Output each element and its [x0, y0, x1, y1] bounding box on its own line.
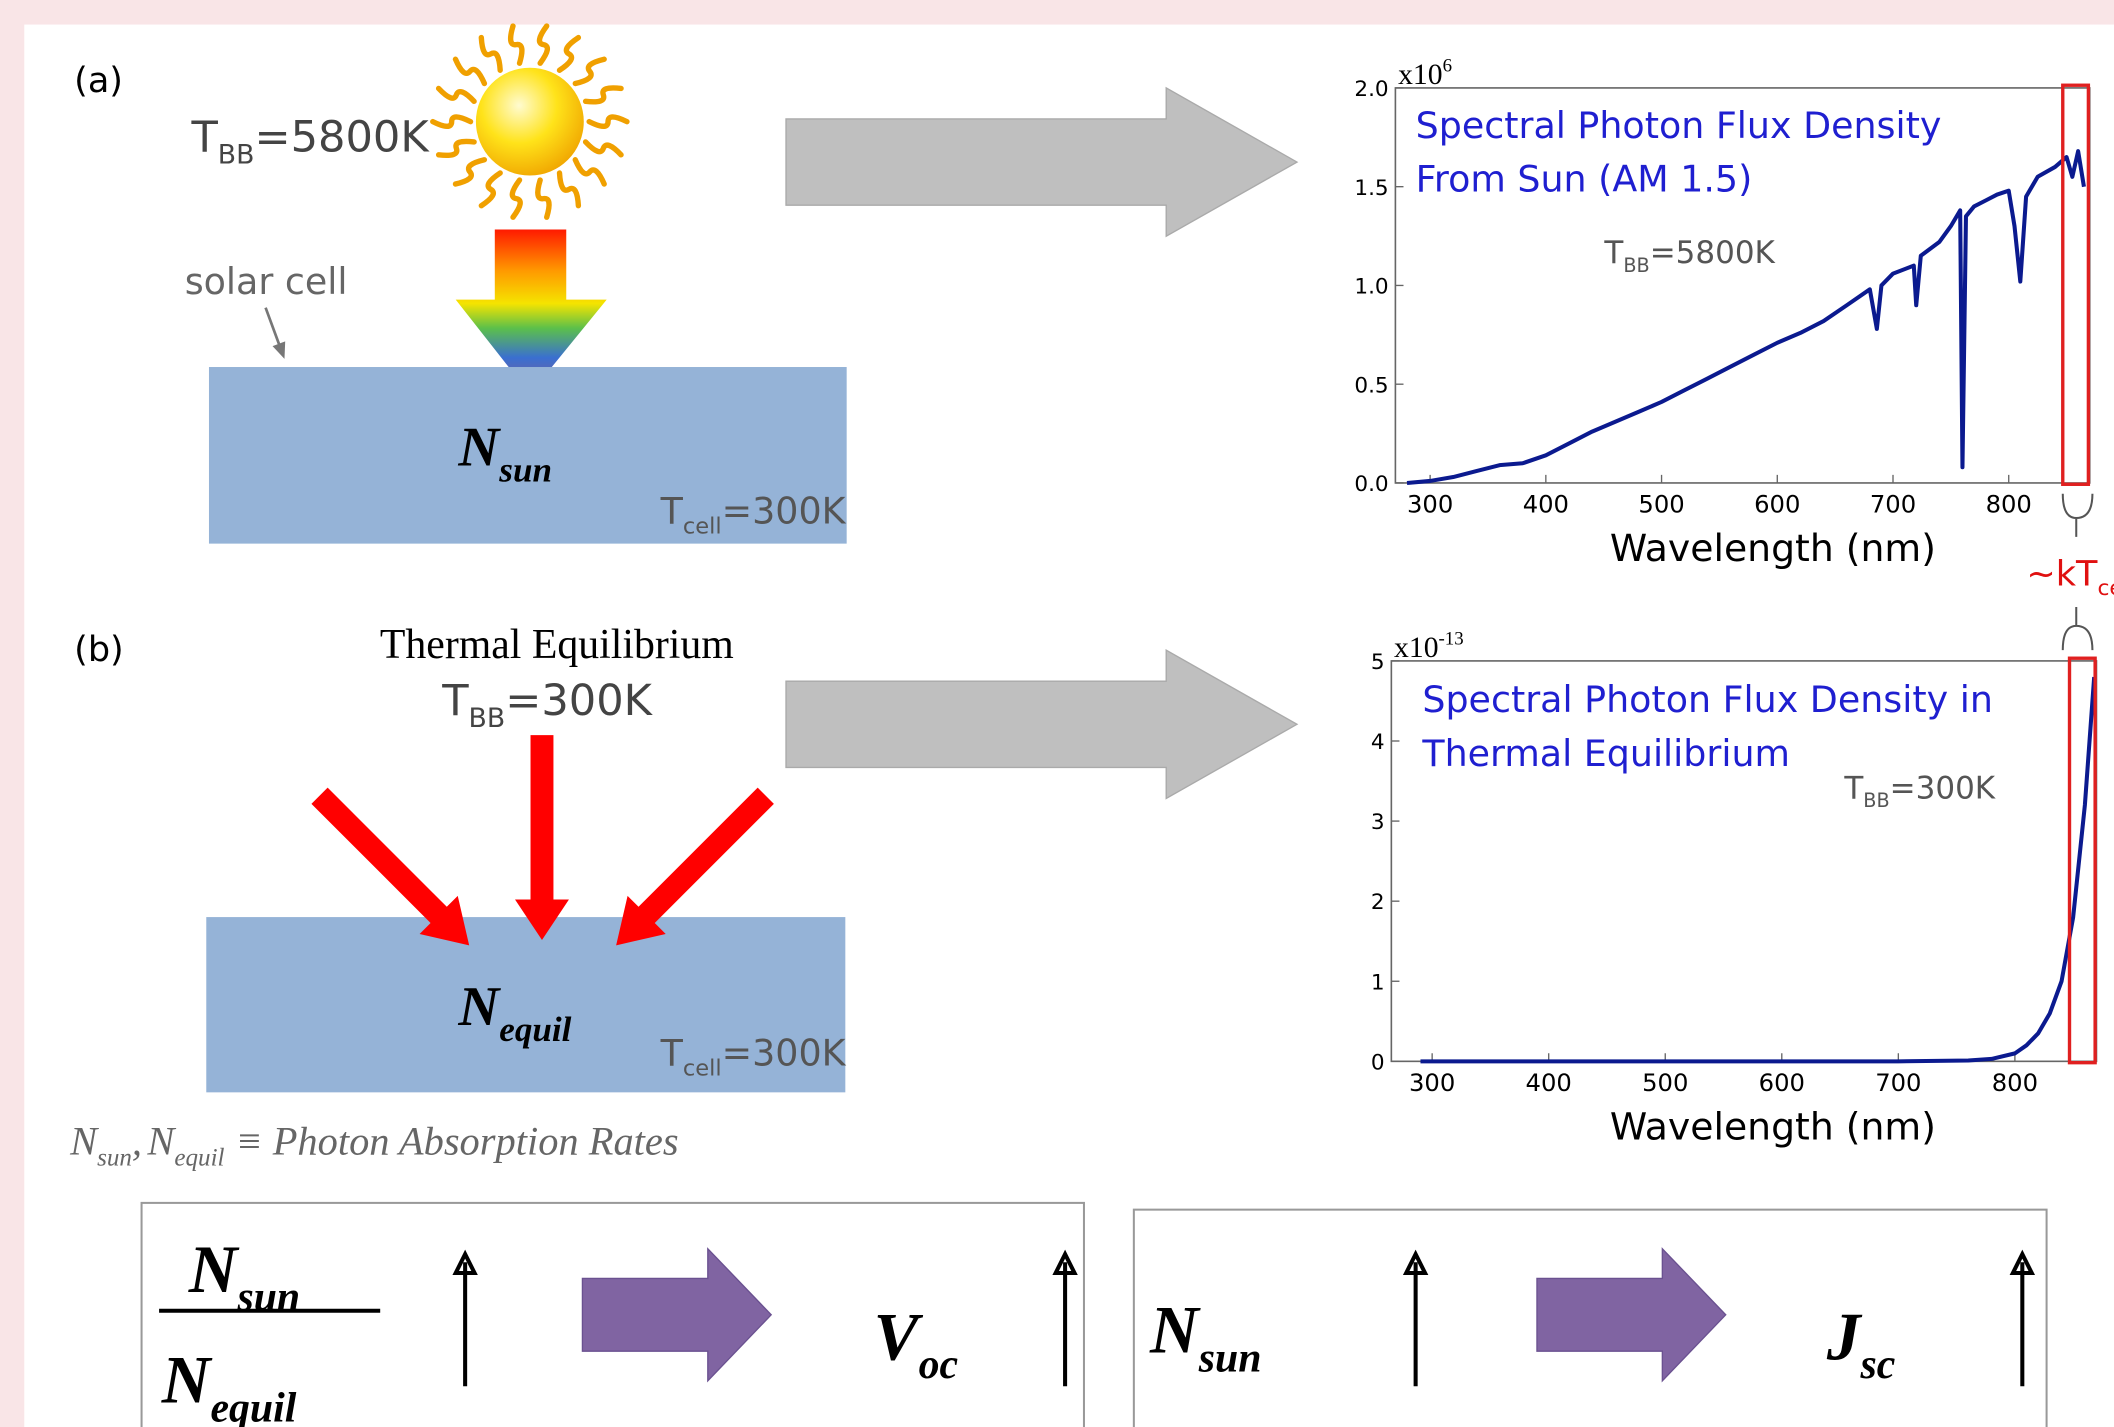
y-tick-label: 0.0 [1354, 472, 1388, 497]
subscript: equil [174, 1145, 224, 1172]
y-tick-label: 2.0 [1354, 77, 1388, 102]
space: N [146, 1118, 176, 1163]
y-tick-label: 1 [1371, 970, 1385, 995]
panel-label: (b) [74, 629, 124, 670]
x-tick-label: 400 [1523, 490, 1569, 519]
symbol: T [441, 676, 469, 726]
subscript: cell [683, 1056, 722, 1082]
x-tick-label: 300 [1409, 1068, 1455, 1097]
x-tick-label: 400 [1526, 1068, 1572, 1097]
subscript: equil [499, 1010, 571, 1049]
subscript: sc [1860, 1342, 1896, 1388]
value-text: =5800K [254, 112, 430, 162]
chart-title: From Sun (AM 1.5) [1416, 158, 1753, 201]
panel-label: (a) [74, 60, 123, 101]
symbol: N [188, 1232, 240, 1307]
chart-title: Spectral Photon Flux Density in [1422, 678, 1993, 721]
separator: , [132, 1118, 142, 1163]
value-text: =300K [722, 1031, 847, 1074]
y-scale-base: x10 [1394, 632, 1438, 664]
subscript: BB [1863, 789, 1889, 812]
y-scale-exponent: 6 [1443, 56, 1452, 77]
y-scale-base: x10 [1398, 59, 1442, 91]
sun [476, 68, 584, 176]
symbol: J [1826, 1299, 1863, 1374]
symbol: T [1843, 770, 1864, 806]
relation: ≡ Photon Absorption Rates [235, 1118, 678, 1163]
subscript: equil [210, 1385, 296, 1427]
value-text: =300K [722, 489, 847, 532]
y-tick-label: 3 [1371, 810, 1385, 835]
x-tick-label: 700 [1875, 1068, 1921, 1097]
y-tick-label: 4 [1371, 730, 1385, 755]
y-tick-label: 1.5 [1354, 176, 1388, 201]
symbol: T [190, 112, 218, 162]
x-axis-label: Wavelength (nm) [1610, 526, 1936, 570]
subscript: sun [498, 450, 552, 489]
y-tick-label: 1.0 [1354, 275, 1388, 300]
y-tick-label: 0 [1371, 1050, 1385, 1075]
page: { "panel_a": {"label": "(a)", "source_te… [0, 0, 2114, 1427]
x-tick-label: 600 [1759, 1068, 1805, 1097]
subscript: sun [1198, 1335, 1262, 1381]
cell-label: solar cell [185, 260, 348, 303]
symbol: N [457, 976, 501, 1038]
symbol: N [69, 1118, 99, 1163]
subscript: cell [683, 514, 722, 540]
chart-title: Spectral Photon Flux Density [1416, 104, 1942, 147]
subscript: BB [1623, 254, 1649, 277]
x-tick-label: 600 [1754, 490, 1800, 519]
x-tick-label: 800 [1986, 490, 2032, 519]
subscript: sun [236, 1275, 300, 1321]
subscript: BB [218, 139, 255, 170]
y-tick-label: 5 [1371, 650, 1385, 675]
symbol: N [457, 416, 501, 478]
x-tick-label: 300 [1407, 490, 1453, 519]
x-tick-label: 700 [1870, 490, 1916, 519]
plot-frame [1395, 88, 2089, 483]
x-tick-label: 800 [1992, 1068, 2038, 1097]
y-tick-label: 0.5 [1354, 373, 1388, 398]
symbol: T [660, 489, 684, 532]
subscript: BB [469, 703, 506, 734]
symbol: N [1149, 1293, 1201, 1368]
symbol: ~kT [2026, 553, 2098, 594]
subscript: oc [919, 1342, 958, 1388]
symbol: T [1603, 235, 1624, 271]
value-text: =5800K [1650, 235, 1776, 271]
value-text: =300K [505, 676, 653, 726]
symbol: N [161, 1342, 213, 1417]
subscript: cell [2097, 576, 2114, 601]
y-scale-exponent: -13 [1439, 629, 1464, 650]
y-tick-label: 2 [1371, 890, 1385, 915]
x-tick-label: 500 [1642, 1068, 1688, 1097]
heading: Thermal Equilibrium [380, 622, 734, 668]
body: (a)TBB=5800Ksolar cellNsunTcell=300K(b)T… [0, 0, 2114, 1427]
figure: (a)TBB=5800Ksolar cellNsunTcell=300K(b)T… [0, 0, 2114, 1427]
chart-title: Thermal Equilibrium [1421, 732, 1790, 775]
subscript: sun [97, 1145, 132, 1172]
symbol: V [874, 1299, 924, 1374]
x-tick-label: 500 [1638, 490, 1684, 519]
symbol: T [660, 1031, 684, 1074]
value-text: =300K [1890, 770, 1996, 806]
x-axis-label: Wavelength (nm) [1610, 1105, 1936, 1149]
